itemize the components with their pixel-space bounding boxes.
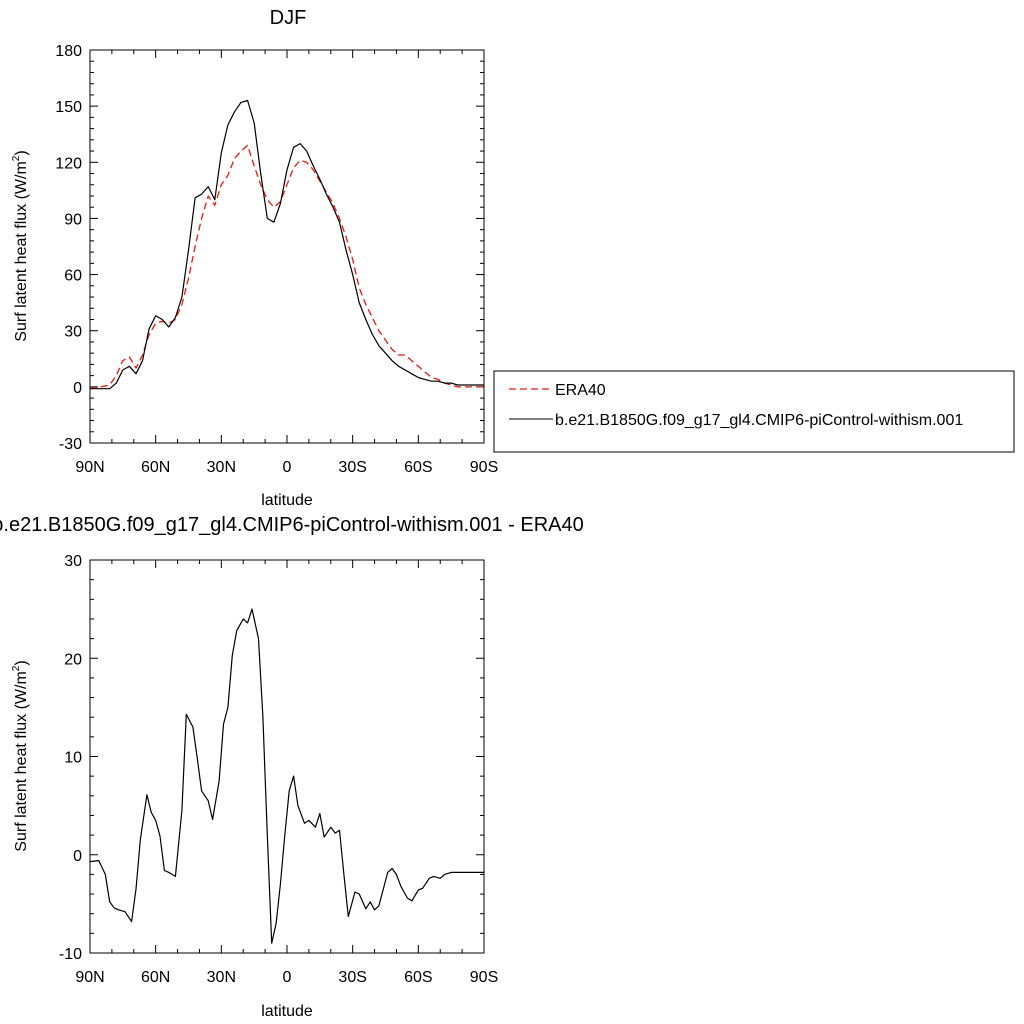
- x-axis-bottom: 90N 60N 30N 0 30S 60S 90S: [75, 560, 498, 986]
- legend-box: [493, 370, 1015, 453]
- y-tick-label: 120: [55, 155, 82, 172]
- legend-label-model: b.e21.B1850G.f09_g17_gl4.CMIP6-piControl…: [555, 412, 963, 429]
- legend: ERA40 b.e21.B1850G.f09_g17_gl4.CMIP6-piC…: [493, 370, 1015, 453]
- x-axis-label-top: latitude: [261, 492, 313, 509]
- y-tick-label: 30: [64, 553, 82, 570]
- y-tick-label: 10: [64, 750, 82, 767]
- y-tick-label: 180: [55, 43, 82, 60]
- x-tick-label: 90S: [470, 459, 498, 476]
- y-axis-bottom: -10 0 10 20 30: [59, 553, 484, 963]
- y-axis-label-bottom-main: Surf latent heat flux (W/m: [13, 671, 30, 852]
- x-tick-label: 90S: [470, 969, 498, 986]
- series-line-bottom-difference: [89, 608, 484, 944]
- y-tick-label: 20: [64, 651, 82, 668]
- x-tick-label: 30S: [338, 969, 366, 986]
- y-axis-label-top-close: ): [13, 150, 30, 155]
- x-axis-label-bottom: latitude: [261, 1003, 313, 1020]
- y-tick-label: 30: [64, 324, 82, 341]
- y-tick-label: 90: [64, 211, 82, 228]
- y-axis-label-bottom-close: ): [13, 660, 30, 665]
- plot-frame-top: [89, 49, 485, 444]
- panel-top: DJF -30 0 30 60 90 120 150 180 90N 60N 30N 0 30S 60S…: [11, 7, 498, 509]
- legend-label-era40: ERA40: [555, 382, 606, 399]
- x-tick-label: 60S: [404, 459, 432, 476]
- x-axis-top: 90N 60N 30N 0 30S 60S 90S: [75, 50, 498, 476]
- y-axis-top: -30 0 30 60 90 120 150 180: [55, 43, 484, 453]
- y-axis-label-bottom-sup: 2: [11, 665, 22, 671]
- panel-bottom: b.e21.B1850G.f09_g17_gl4.CMIP6-piControl…: [0, 514, 584, 1020]
- x-tick-label: 90N: [75, 459, 104, 476]
- y-axis-label-top: Surf latent heat flux (W/m2): [11, 150, 30, 341]
- x-tick-label: 60N: [141, 459, 170, 476]
- y-tick-label: -10: [59, 946, 82, 963]
- y-tick-label: 150: [55, 99, 82, 116]
- x-tick-label: 0: [283, 969, 292, 986]
- x-tick-label: 0: [283, 459, 292, 476]
- series-group-bottom: [89, 608, 484, 944]
- chart-title-bottom: b.e21.B1850G.f09_g17_gl4.CMIP6-piControl…: [0, 514, 584, 536]
- y-axis-label-top-main: Surf latent heat flux (W/m: [13, 161, 30, 342]
- chart-title-top: DJF: [270, 7, 307, 29]
- x-tick-label: 90N: [75, 969, 104, 986]
- series-group-top: [89, 99, 484, 390]
- x-tick-label: 30N: [207, 459, 236, 476]
- plot-frame-bottom: [89, 559, 485, 954]
- x-tick-label: 60N: [141, 969, 170, 986]
- series-line-top-model: [90, 99, 484, 390]
- y-tick-label: 0: [73, 848, 82, 865]
- y-tick-label: -30: [59, 436, 82, 453]
- y-axis-label-top-sup: 2: [11, 155, 22, 161]
- y-tick-label: 60: [64, 268, 82, 285]
- x-tick-label: 60S: [404, 969, 432, 986]
- y-tick-label: 0: [73, 380, 82, 397]
- y-axis-label-bottom: Surf latent heat flux (W/m2): [11, 660, 30, 851]
- x-tick-label: 30N: [207, 969, 236, 986]
- series-line-top-era40: [89, 144, 484, 390]
- x-tick-label: 30S: [338, 459, 366, 476]
